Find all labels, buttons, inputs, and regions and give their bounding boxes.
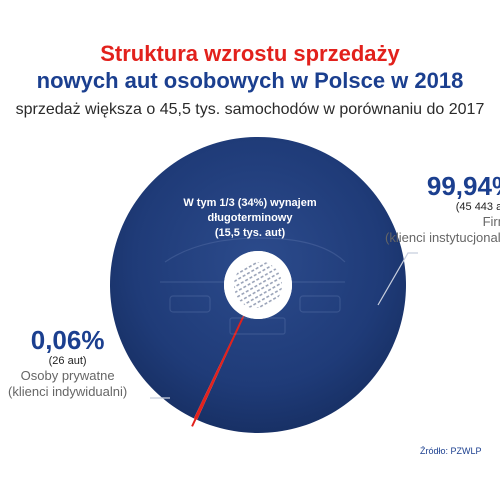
slice-label-firmy: 99,94% (45 443 aut) Firmy (klienci insty… [385, 172, 500, 246]
chart-title-line-2: nowych aut osobowych w Polsce w 2018 [36, 68, 464, 93]
chart-title-line-1: Struktura wzrostu sprzedaży [100, 41, 400, 66]
annotation-line-2: długoterminowy [207, 212, 293, 224]
firmy-description: (klienci instytucjonalni) [385, 230, 500, 245]
private-description: (klienci indywidualni) [8, 384, 128, 399]
slice-private-marker [191, 317, 244, 427]
center-hatch-decoration [234, 262, 282, 308]
source-note: Źródło: PZWLP [420, 446, 482, 456]
chart-subtitle: sprzedaż większa o 45,5 tys. samochodów … [15, 101, 485, 118]
private-count: (26 aut) [48, 355, 87, 367]
slice-firmy [110, 137, 407, 434]
private-name: Osoby prywatne [20, 368, 115, 383]
firmy-name: Firmy [482, 214, 500, 229]
slice-label-private: 0,06% (26 aut) Osoby prywatne (klienci i… [8, 326, 127, 400]
long-term-rental-annotation: W tym 1/3 (34%) wynajem długoterminowy (… [0, 196, 500, 241]
annotation-line-3: (15,5 tys. aut) [214, 227, 286, 239]
firmy-leader-line [377, 252, 418, 306]
firmy-percent: 99,94% [426, 171, 500, 201]
firmy-count: (45 443 aut) [455, 201, 500, 213]
annotation-line-1: W tym 1/3 (34%) wynajem [183, 197, 317, 209]
private-percent: 0,06% [30, 325, 105, 355]
